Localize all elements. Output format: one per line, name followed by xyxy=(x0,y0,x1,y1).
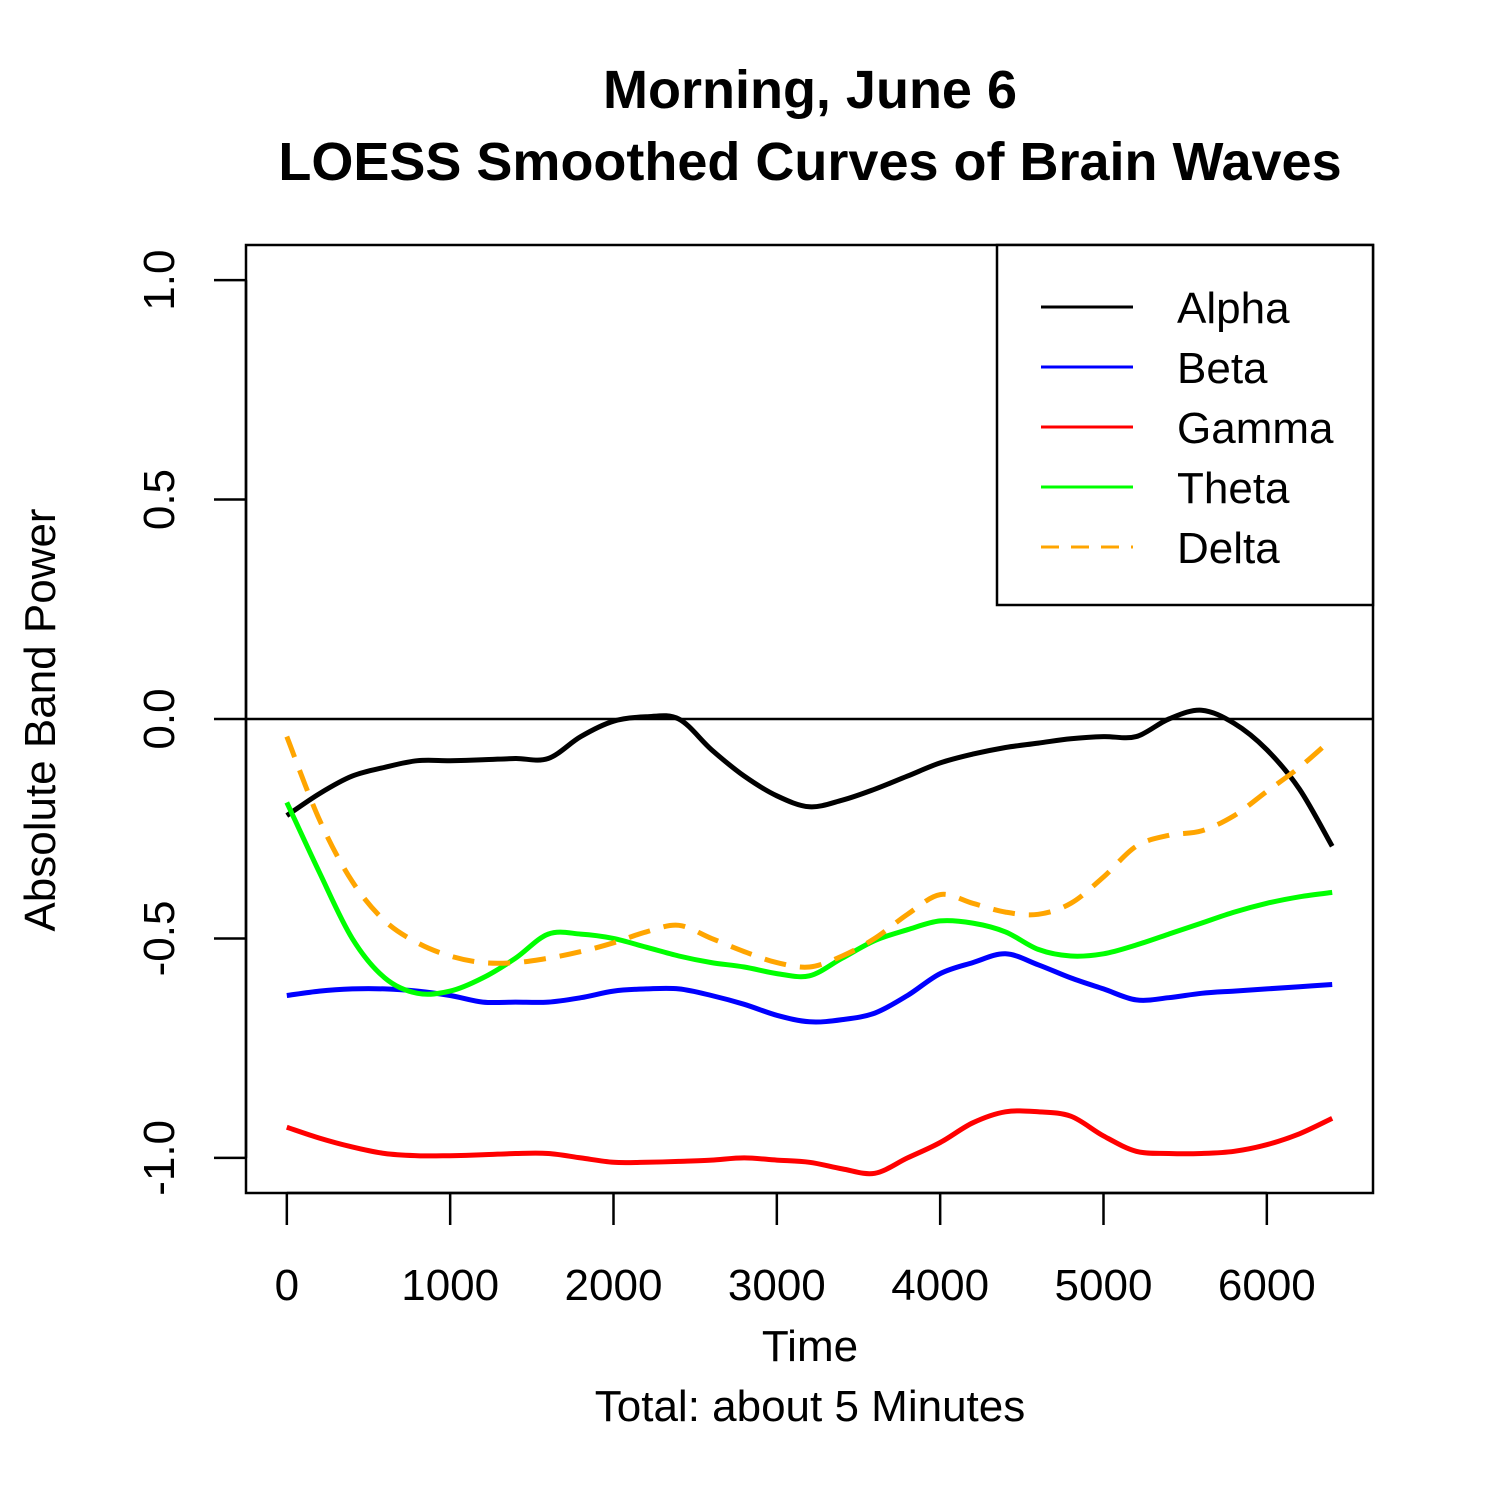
legend-box xyxy=(995,243,1375,607)
chart-title: Morning, June 6 xyxy=(603,60,1017,120)
series-line-delta xyxy=(284,735,1334,970)
series-line-alpha xyxy=(285,707,1335,848)
y-tick-label: -0.5 xyxy=(135,901,184,977)
x-axis-note: Total: about 5 Minutes xyxy=(595,1382,1025,1431)
legend-label-beta: Beta xyxy=(1177,344,1268,393)
legend: Alpha Beta Gamma Theta Delta xyxy=(995,243,1375,607)
x-axis: 0 1000 2000 3000 4000 5000 6000 xyxy=(275,1191,1316,1310)
series-line-gamma xyxy=(286,1108,1334,1177)
legend-label-delta: Delta xyxy=(1177,524,1280,573)
y-tick-label: -1.0 xyxy=(135,1120,184,1196)
x-tick-label: 6000 xyxy=(1218,1261,1316,1310)
y-axis-label: Absolute Band Power xyxy=(16,508,65,931)
x-axis-label: Time xyxy=(762,1322,858,1371)
x-tick-label: 2000 xyxy=(565,1261,663,1310)
x-tick-label: 4000 xyxy=(891,1261,989,1310)
x-tick-label: 5000 xyxy=(1055,1261,1153,1310)
x-tick-label: 0 xyxy=(275,1261,299,1310)
y-tick-label: 0.5 xyxy=(135,469,184,530)
y-tick-label: 0.0 xyxy=(135,688,184,749)
legend-label-alpha: Alpha xyxy=(1177,284,1290,333)
y-tick-label: 1.0 xyxy=(135,250,184,311)
series-line-beta xyxy=(286,951,1333,1025)
x-tick-label: 3000 xyxy=(728,1261,826,1310)
series-lines xyxy=(284,707,1335,1177)
y-axis: -1.0 -0.5 0.0 0.5 1.0 xyxy=(135,250,248,1196)
legend-label-theta: Theta xyxy=(1177,464,1290,513)
series-line-theta xyxy=(284,801,1333,997)
x-tick-label: 1000 xyxy=(401,1261,499,1310)
legend-label-gamma: Gamma xyxy=(1177,404,1334,453)
plot-frame xyxy=(244,243,1375,1195)
chart-subtitle: LOESS Smoothed Curves of Brain Waves xyxy=(278,132,1341,192)
